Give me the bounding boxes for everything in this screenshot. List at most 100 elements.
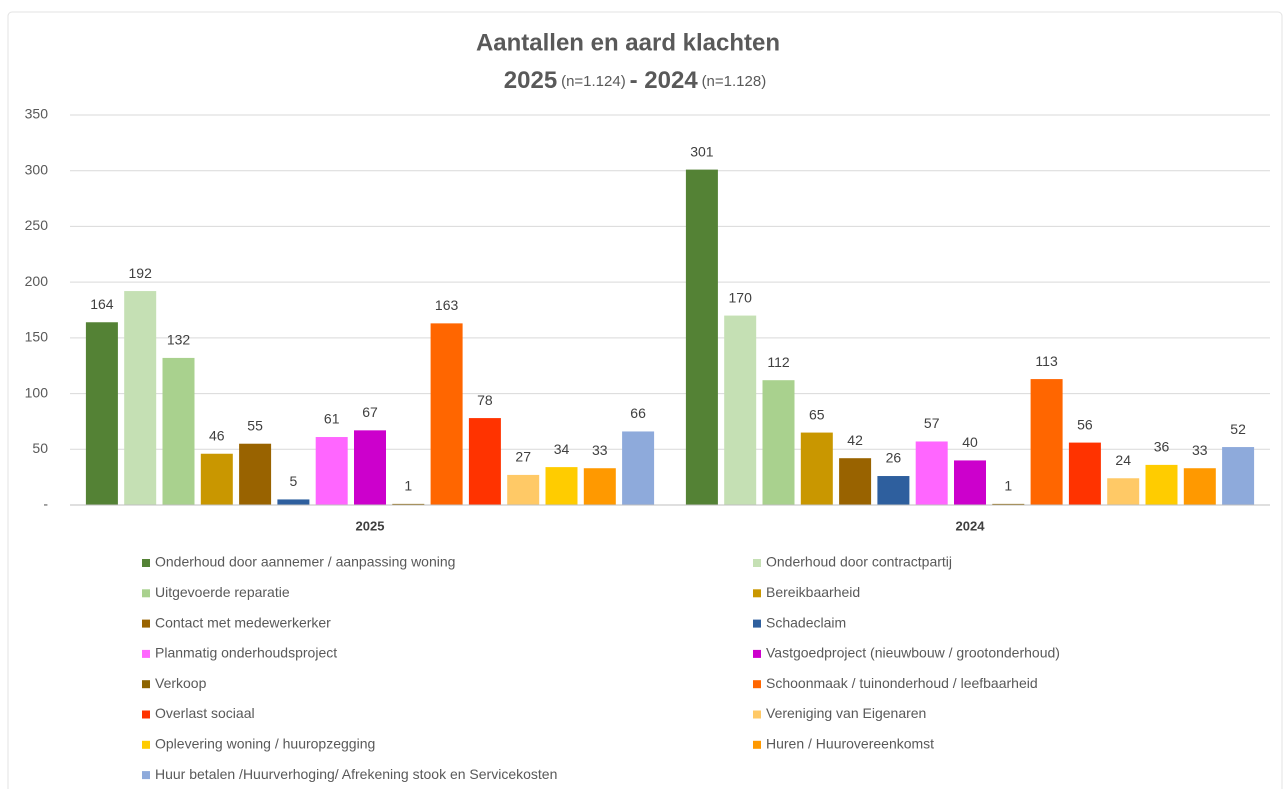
bar <box>85 322 118 505</box>
data-label: 1 <box>404 478 412 494</box>
chart-title: Aantallen en aard klachten <box>476 29 780 56</box>
subtitle-part: (n=1.128) <box>702 73 767 90</box>
y-tick-label: 50 <box>32 440 48 456</box>
bar <box>1030 379 1063 505</box>
data-label: 5 <box>290 473 298 489</box>
legend-swatch <box>753 710 761 719</box>
bar <box>915 441 948 505</box>
data-label: 192 <box>129 265 153 281</box>
data-label: 61 <box>324 411 340 427</box>
data-label: 57 <box>924 415 940 431</box>
legend-label: Uitgevoerde reparatie <box>155 584 290 600</box>
data-label: 33 <box>592 442 608 458</box>
bar <box>200 453 233 505</box>
chart-subtitle: 2025 (n=1.124) - 2024 (n=1.128) <box>504 67 766 94</box>
bar <box>507 474 540 505</box>
x-tick-label: 2025 <box>356 518 385 533</box>
data-label: 113 <box>1035 353 1058 369</box>
bar <box>354 430 386 505</box>
legend-swatch <box>753 680 761 689</box>
data-label: 34 <box>554 441 570 457</box>
y-tick-label: 150 <box>25 329 49 345</box>
bar <box>762 380 795 505</box>
data-label: 27 <box>515 449 531 465</box>
data-label: 1 <box>1004 478 1012 494</box>
bar <box>1183 468 1216 505</box>
y-tick-label: 200 <box>25 273 49 289</box>
data-label: 52 <box>1230 421 1246 437</box>
data-label: 132 <box>167 332 191 348</box>
data-label: 24 <box>1115 452 1131 468</box>
legend-label: Verkoop <box>155 675 207 691</box>
subtitle-part: (n=1.124) <box>561 73 626 90</box>
bar <box>992 503 1025 505</box>
data-label: 67 <box>362 404 378 420</box>
data-label: 66 <box>630 405 646 421</box>
bar <box>877 476 910 505</box>
bar <box>1107 478 1140 505</box>
legend-swatch <box>753 589 761 598</box>
legend-swatch <box>142 740 150 749</box>
data-label: 112 <box>767 354 790 370</box>
bar <box>583 468 616 505</box>
legend-label: Onderhoud door aannemer / aanpassing won… <box>155 554 455 570</box>
bar <box>1222 447 1255 505</box>
legend-label: Contact met medewerkerker <box>155 614 331 630</box>
data-label: 65 <box>809 406 825 422</box>
legend-label: Overlast sociaal <box>155 705 255 721</box>
bar <box>392 503 425 505</box>
data-label: 26 <box>886 450 902 466</box>
subtitle-part: 2025 <box>504 67 557 94</box>
data-label: 55 <box>247 417 263 433</box>
legend-swatch <box>753 740 761 749</box>
data-label: 163 <box>435 297 459 313</box>
legend-swatch <box>142 710 150 719</box>
data-label: 33 <box>1192 442 1208 458</box>
subtitle-part: - 2024 <box>630 67 699 94</box>
y-tick-label: 100 <box>25 384 49 400</box>
legend-swatch <box>142 619 150 628</box>
bar <box>685 169 718 505</box>
legend-swatch <box>142 649 150 658</box>
legend-label: Planmatig onderhoudsproject <box>155 645 337 661</box>
bar <box>162 357 195 505</box>
data-label: 42 <box>847 432 863 448</box>
legend-swatch <box>142 589 150 598</box>
legend-label: Schoonmaak / tuinonderhoud / leefbaarhei… <box>766 675 1038 691</box>
legend-swatch <box>142 680 150 689</box>
bar <box>839 458 872 505</box>
bar <box>430 323 463 505</box>
legend-swatch <box>753 619 761 628</box>
y-tick-label: 350 <box>25 106 49 122</box>
bar <box>954 460 986 505</box>
legend-label: Vereniging van Eigenaren <box>766 705 926 721</box>
y-tick-label: - <box>43 496 48 512</box>
data-label: 36 <box>1154 439 1170 455</box>
bar <box>468 418 501 505</box>
data-label: 78 <box>477 392 493 408</box>
y-tick-label: 250 <box>25 217 49 233</box>
legend-label: Schadeclaim <box>766 614 846 630</box>
data-label: 56 <box>1077 416 1093 432</box>
x-tick-label: 2024 <box>956 518 986 533</box>
bar <box>239 443 272 505</box>
legend-swatch <box>142 771 150 780</box>
bar <box>724 315 757 505</box>
bar <box>315 437 348 505</box>
y-tick-label: 300 <box>25 161 49 177</box>
data-label: 40 <box>962 434 978 450</box>
legend-swatch <box>753 649 761 658</box>
data-label: 164 <box>90 296 114 312</box>
legend-label: Onderhoud door contractpartij <box>766 554 952 570</box>
legend-label: Oplevering woning / huuropzegging <box>155 736 375 752</box>
bar <box>124 291 157 505</box>
bar <box>800 432 833 505</box>
bar <box>277 499 310 505</box>
legend-swatch <box>142 559 150 567</box>
legend-swatch <box>753 559 761 567</box>
bar <box>1145 464 1178 505</box>
data-label: 46 <box>209 427 225 443</box>
legend-label: Bereikbaarheid <box>766 584 860 600</box>
